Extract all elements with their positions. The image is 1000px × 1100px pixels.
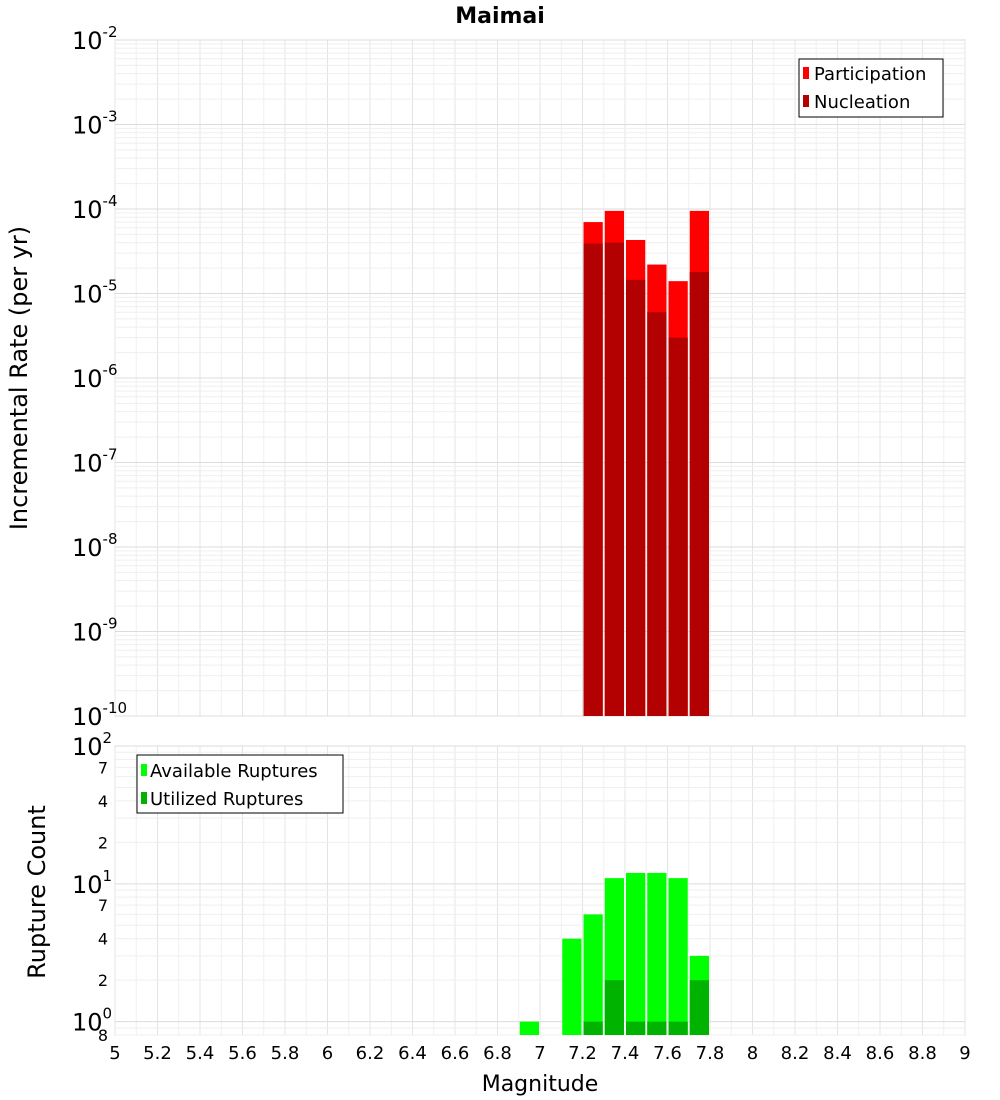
x-tick-label: 6.2	[356, 1043, 385, 1064]
nucleation-bar	[668, 337, 688, 716]
utilized-ruptures-bar	[583, 1021, 603, 1035]
x-tick-label: 9	[959, 1043, 970, 1064]
x-axis-label: Magnitude	[482, 1072, 599, 1097]
count-grid	[114, 745, 966, 1036]
nucleation-bar	[647, 312, 667, 716]
utilized-ruptures-bar	[604, 980, 624, 1035]
count-y-minor-tick-label: 7	[98, 896, 108, 915]
available-ruptures-bar	[626, 872, 646, 1035]
count-legend-box	[136, 754, 344, 814]
x-tick-label: 5.6	[228, 1043, 257, 1064]
nucleation-bar	[604, 242, 624, 717]
available-ruptures-bar	[519, 1021, 539, 1035]
x-tick-label: 8.2	[781, 1043, 810, 1064]
x-tick-label: 7.6	[653, 1043, 682, 1064]
x-tick-labels: 5 5.2 5.4 5.6 5.8 6 6.2 6.4 6.6 6.8 7 7.2 7.4 7.6 7.8 8…	[109, 1043, 970, 1064]
x-tick-label: 5.4	[186, 1043, 215, 1064]
nucleation-bar	[583, 243, 603, 716]
count-legend[interactable]: Available Ruptures Utilized Ruptures	[136, 754, 344, 814]
count-y-tick-label: 102	[72, 729, 112, 761]
utilized-ruptures-bar	[647, 1021, 667, 1035]
x-tick-label: 5	[109, 1043, 120, 1064]
x-tick-label: 8.4	[823, 1043, 852, 1064]
nucleation-bar	[626, 279, 646, 716]
legend-swatch-available-ruptures	[141, 764, 147, 776]
rate-y-axis-label: Incremental Rate (per yr)	[5, 226, 33, 530]
x-tick-label: 8.8	[908, 1043, 937, 1064]
rate-grid	[114, 39, 966, 717]
utilized-ruptures-bar	[668, 1021, 688, 1035]
rate-y-tick-label: 10-2	[72, 23, 118, 55]
count-y-tick-label: 101	[72, 867, 112, 899]
legend-swatch-nucleation	[803, 95, 809, 107]
legend-swatch-utilized-ruptures	[141, 792, 147, 804]
available-ruptures-bar	[668, 878, 688, 1035]
count-y-ticks: 100 101 102 8 2 4 7 2 4 7	[72, 729, 112, 1045]
rate-y-tick-label: 10-10	[72, 699, 127, 731]
count-bars	[519, 872, 709, 1035]
x-tick-label: 7.2	[568, 1043, 597, 1064]
legend-label-nucleation: Nucleation	[814, 92, 910, 113]
legend-label-utilized-ruptures: Utilized Ruptures	[150, 789, 303, 810]
chart-title: Maimai	[455, 4, 545, 29]
x-tick-label: 7	[534, 1043, 545, 1064]
rate-y-tick-label: 10-6	[72, 361, 118, 393]
utilized-ruptures-bar	[689, 980, 709, 1035]
rate-panel: 10-10 10-9 10-8 10-7 10-6 10-5 10-4 10-3 10-2 In…	[5, 23, 966, 731]
legend-label-participation: Participation	[814, 64, 926, 85]
x-tick-label: 5.2	[143, 1043, 172, 1064]
rate-y-tick-label: 10-4	[72, 192, 118, 224]
available-ruptures-bar	[647, 872, 667, 1035]
x-tick-label: 6.6	[441, 1043, 470, 1064]
rate-bars	[583, 210, 709, 717]
count-y-minor-tick-label: 2	[98, 971, 108, 990]
count-y-minor-tick-label: 4	[98, 930, 108, 949]
rate-y-ticks: 10-10 10-9 10-8 10-7 10-6 10-5 10-4 10-3 10-2	[72, 23, 127, 731]
rate-y-tick-label: 10-3	[72, 108, 118, 140]
rate-y-tick-label: 10-9	[72, 615, 118, 647]
x-tick-label: 7.4	[611, 1043, 640, 1064]
count-y-minor-tick-label: 4	[98, 792, 108, 811]
count-y-minor-tick-label: 8	[98, 1026, 108, 1045]
x-tick-label: 8	[747, 1043, 758, 1064]
rate-legend[interactable]: Participation Nucleation	[798, 58, 944, 118]
rate-legend-box	[798, 58, 944, 118]
count-y-tick-label: 100	[72, 1005, 112, 1037]
rate-y-tick-label: 10-8	[72, 530, 118, 562]
x-tick-label: 8.6	[866, 1043, 895, 1064]
x-tick-label: 7.8	[696, 1043, 725, 1064]
legend-swatch-participation	[803, 67, 809, 79]
rate-y-tick-label: 10-7	[72, 446, 118, 478]
legend-label-available-ruptures: Available Ruptures	[150, 761, 318, 782]
x-tick-label: 5.8	[271, 1043, 300, 1064]
count-y-axis-label: Rupture Count	[23, 805, 51, 979]
rate-y-tick-label: 10-5	[72, 277, 118, 309]
count-y-minor-tick-label: 2	[98, 833, 108, 852]
count-panel: 100 101 102 8 2 4 7 2 4 7 Rupture Count Available…	[23, 729, 971, 1097]
available-ruptures-bar	[562, 938, 582, 1035]
available-ruptures-bar	[583, 914, 603, 1035]
nucleation-bar	[689, 271, 709, 716]
x-tick-label: 6	[322, 1043, 333, 1064]
count-y-minor-tick-label: 7	[98, 758, 108, 777]
x-tick-label: 6.8	[483, 1043, 512, 1064]
utilized-ruptures-bar	[626, 1021, 646, 1035]
x-tick-label: 6.4	[398, 1043, 427, 1064]
